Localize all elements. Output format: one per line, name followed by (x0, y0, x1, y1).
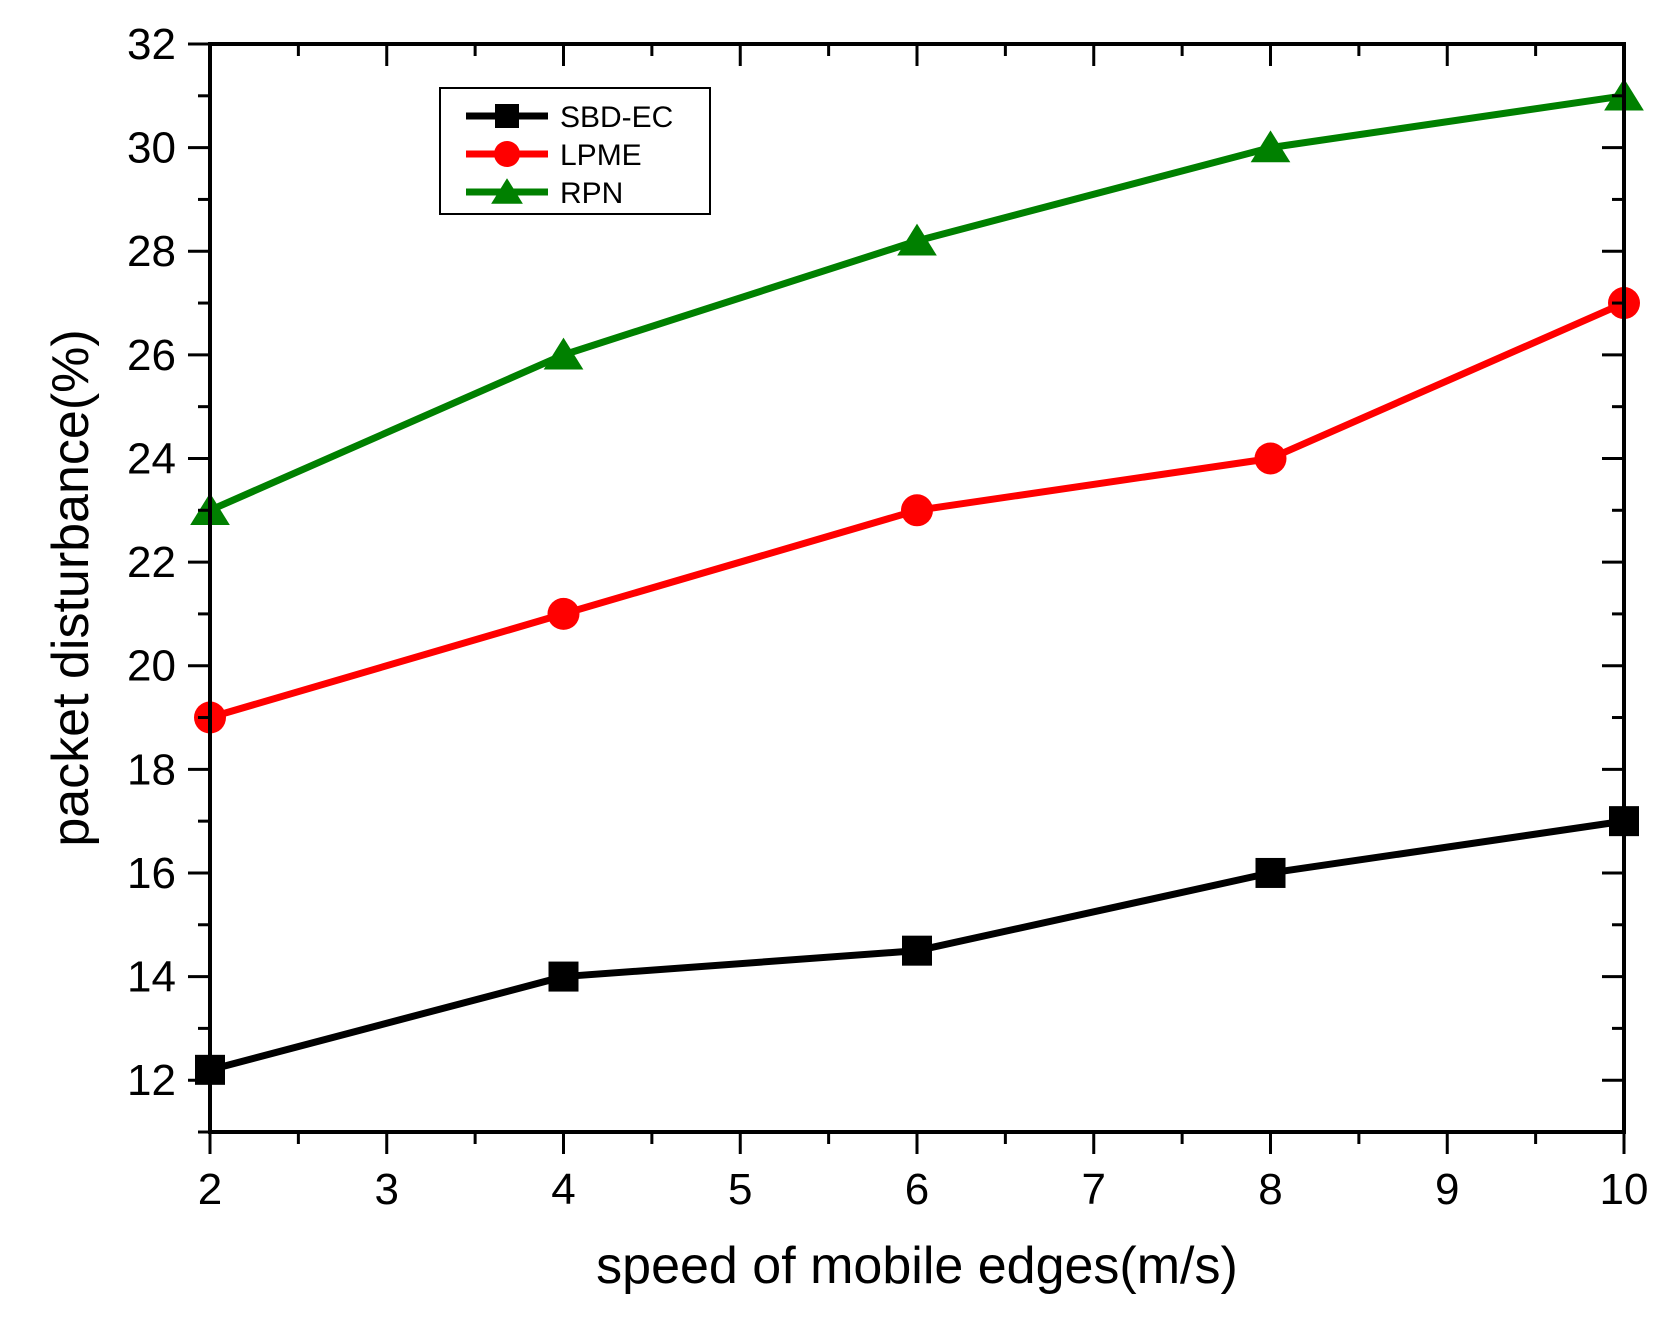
data-point (901, 494, 933, 527)
series-rpn (190, 78, 1644, 525)
y-tick-label: 18 (127, 745, 176, 794)
legend-marker (491, 178, 523, 204)
legend-item: SBD-EC (466, 101, 673, 134)
y-tick-label: 14 (127, 953, 176, 1002)
legend-item: LPME (466, 139, 642, 172)
x-tick-label: 5 (728, 1165, 752, 1214)
data-point (1250, 130, 1291, 163)
y-tick-label: 22 (127, 538, 176, 587)
legend-label: SBD-EC (560, 101, 673, 134)
y-tick-label: 16 (127, 849, 176, 898)
series-lpme (194, 287, 1640, 734)
y-tick-label: 26 (127, 331, 176, 380)
plot-frame (208, 42, 1626, 1134)
data-point (1255, 857, 1286, 888)
series-line (208, 92, 1625, 514)
legend-label: RPN (560, 177, 623, 210)
y-tick-label: 24 (127, 434, 176, 483)
legend-item: RPN (466, 177, 623, 210)
y-axis-title: packet disturbance(%) (42, 329, 100, 846)
data-point (1254, 442, 1287, 475)
x-tick-label: 4 (551, 1165, 575, 1214)
x-tick-label: 10 (1600, 1165, 1649, 1214)
legend-marker (495, 104, 519, 128)
x-axis-title: speed of mobile edges(m/s) (596, 1237, 1238, 1295)
x-tick-label: 9 (1435, 1165, 1459, 1214)
data-point (543, 337, 584, 370)
y-tick-label: 32 (127, 20, 176, 69)
data-point (897, 223, 937, 256)
x-tick-label: 2 (198, 1165, 222, 1214)
y-tick-label: 30 (127, 124, 176, 173)
series-layer (190, 78, 1644, 1085)
y-tick-label: 12 (127, 1056, 176, 1105)
y-tick-label: 20 (127, 642, 176, 691)
data-point (902, 935, 932, 966)
data-point (547, 597, 580, 630)
y-tick-label: 28 (127, 227, 176, 276)
axes: 2 3 4 5 6 7 8 9 10 12 14 16 18 20 22 24 26 28 30 32 (127, 20, 1648, 1214)
x-tick-label: 6 (905, 1165, 929, 1214)
x-tick-label: 3 (375, 1165, 399, 1214)
data-point (548, 961, 579, 992)
legend-marker (494, 141, 520, 167)
legend: SBD-EC LPME RPN (439, 87, 711, 215)
legend-label: LPME (560, 139, 642, 172)
x-tick-label: 7 (1082, 1165, 1106, 1214)
series-sbd-ec (195, 806, 1639, 1085)
x-tick-label: 8 (1258, 1165, 1282, 1214)
